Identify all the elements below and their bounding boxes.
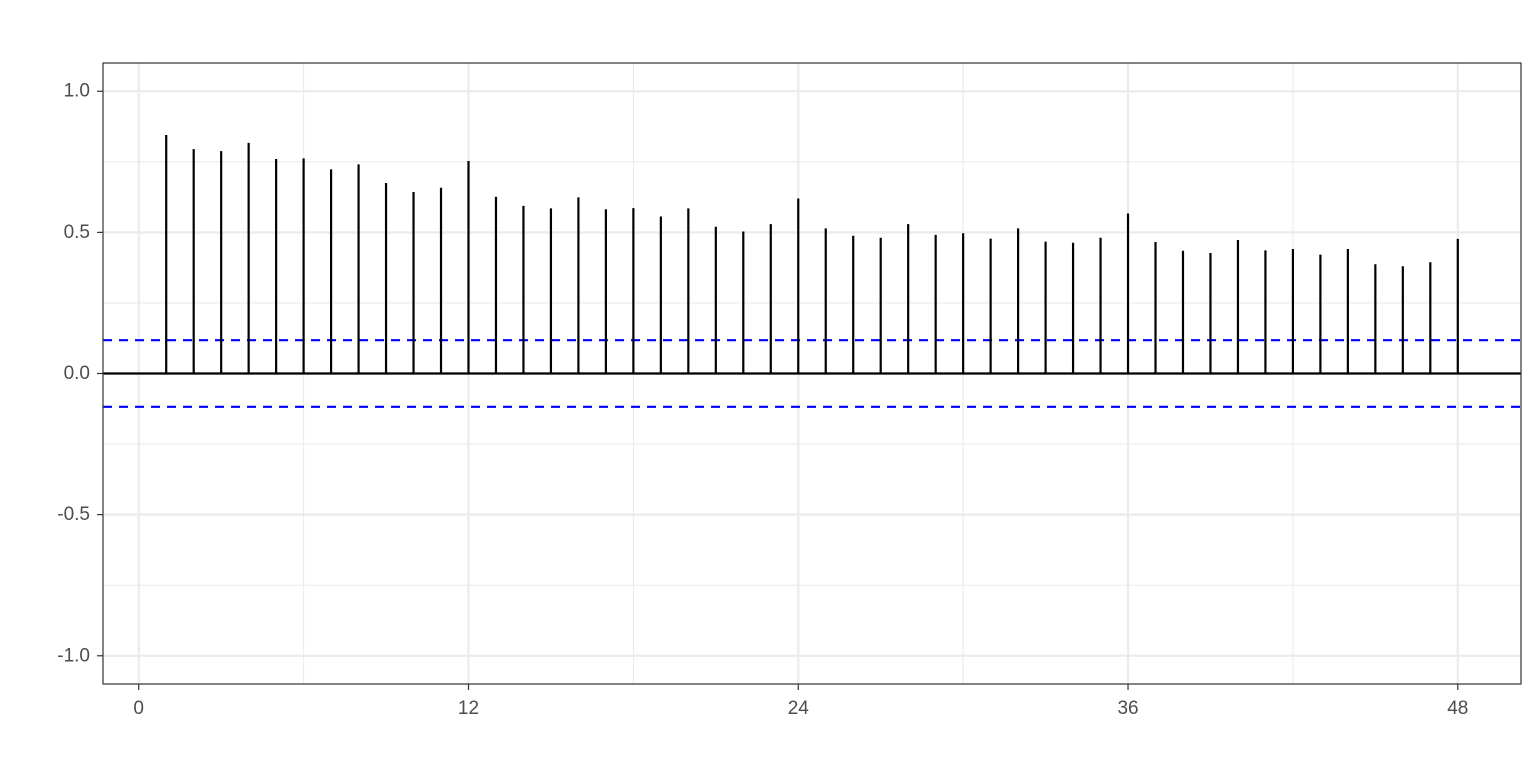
- y-tick-label: 1.0: [64, 81, 90, 102]
- axis-ticks: 1.0 0.5 0.0 -0.5 -1.0 0 12 24 36 48: [57, 81, 1468, 719]
- x-tick-label: 24: [788, 698, 810, 719]
- confidence-bounds: [103, 339, 1521, 408]
- x-tick-label: 12: [458, 698, 479, 719]
- y-tick-label: -1.0: [57, 645, 90, 666]
- x-tick-label: 36: [1117, 698, 1138, 719]
- x-tick-label: 0: [133, 698, 144, 719]
- y-tick-label: 0.5: [64, 222, 90, 243]
- x-tick-label: 48: [1447, 698, 1468, 719]
- acf-bars: [165, 134, 1459, 374]
- y-tick-label: -0.5: [57, 504, 90, 525]
- y-tick-label: 0.0: [64, 363, 90, 384]
